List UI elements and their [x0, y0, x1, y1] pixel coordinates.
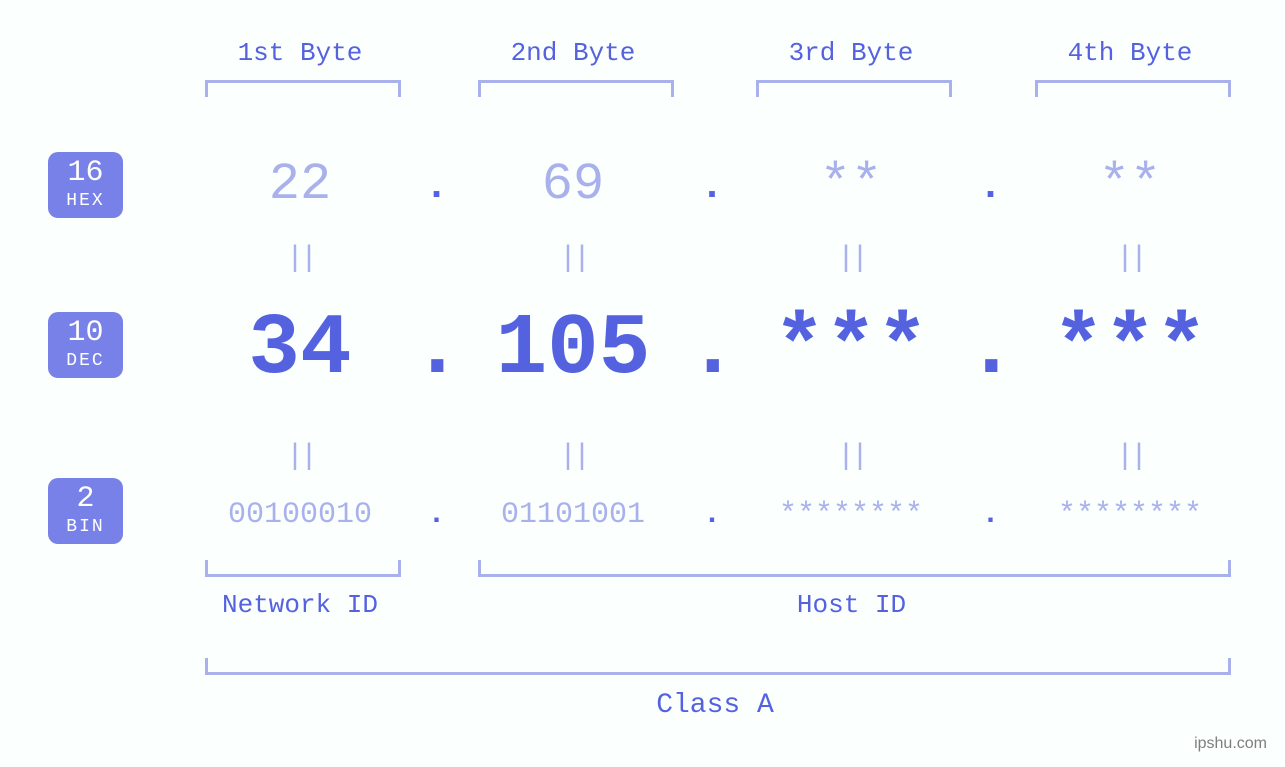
byte-label-4: 4th Byte: [1000, 38, 1260, 68]
host-label: Host ID: [478, 590, 1225, 620]
badge-hex: 16 HEX: [48, 152, 123, 218]
watermark: ipshu.com: [1194, 735, 1267, 753]
bin-byte-4: ********: [1000, 498, 1260, 532]
byte-bracket-top-3: [756, 80, 952, 97]
bin-dot-3: .: [981, 498, 1001, 532]
hex-byte-4: **: [1000, 155, 1260, 214]
byte-label-3: 3rd Byte: [721, 38, 981, 68]
hex-byte-2: 69: [443, 155, 703, 214]
eq-bottom-4: ||: [1100, 440, 1160, 474]
badge-hex-num: 16: [48, 158, 123, 190]
bin-byte-2: 01101001: [443, 498, 703, 532]
dec-byte-3: ***: [721, 300, 981, 398]
eq-top-2: ||: [543, 242, 603, 276]
badge-bin-lbl: BIN: [48, 518, 123, 537]
bin-byte-3: ********: [721, 498, 981, 532]
network-bracket: [205, 560, 401, 577]
badge-dec: 10 DEC: [48, 312, 123, 378]
dec-byte-1: 34: [170, 300, 430, 398]
byte-bracket-top-1: [205, 80, 401, 97]
byte-label-1: 1st Byte: [170, 38, 430, 68]
badge-bin-num: 2: [48, 484, 123, 516]
byte-bracket-top-2: [478, 80, 674, 97]
eq-bottom-3: ||: [821, 440, 881, 474]
badge-bin: 2 BIN: [48, 478, 123, 544]
bin-dot-2: .: [702, 498, 722, 532]
class-label: Class A: [205, 690, 1225, 721]
eq-bottom-2: ||: [543, 440, 603, 474]
hex-byte-3: **: [721, 155, 981, 214]
class-bracket: [205, 658, 1231, 675]
dec-byte-2: 105: [443, 300, 703, 398]
byte-bracket-top-4: [1035, 80, 1231, 97]
network-label: Network ID: [205, 590, 395, 620]
badge-hex-lbl: HEX: [48, 192, 123, 211]
host-bracket: [478, 560, 1231, 577]
eq-top-1: ||: [270, 242, 330, 276]
badge-dec-num: 10: [48, 318, 123, 350]
byte-label-2: 2nd Byte: [443, 38, 703, 68]
eq-bottom-1: ||: [270, 440, 330, 474]
hex-byte-1: 22: [170, 155, 430, 214]
dec-byte-4: ***: [1000, 300, 1260, 398]
eq-top-3: ||: [821, 242, 881, 276]
bin-byte-1: 00100010: [170, 498, 430, 532]
badge-dec-lbl: DEC: [48, 352, 123, 371]
eq-top-4: ||: [1100, 242, 1160, 276]
